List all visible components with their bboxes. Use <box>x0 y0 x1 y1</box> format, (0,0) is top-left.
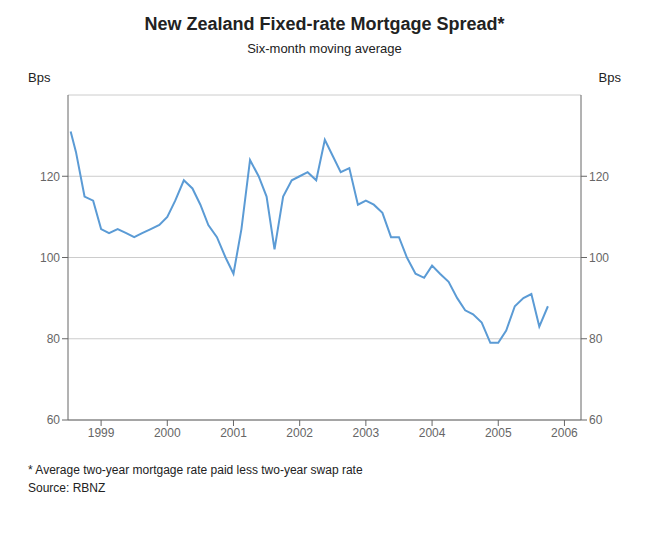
html-text:Bps: Bps <box>598 70 621 85</box>
html-text:Source: RBNZ: Source: RBNZ <box>28 481 106 495</box>
svg-text:2003: 2003 <box>353 426 380 440</box>
svg-text:120: 120 <box>40 170 60 184</box>
svg-text:2001: 2001 <box>220 426 247 440</box>
svg-text:2000: 2000 <box>154 426 181 440</box>
svg-text:2005: 2005 <box>485 426 512 440</box>
svg-text:60: 60 <box>47 413 61 427</box>
html-text:Six-month moving average: Six-month moving average <box>247 41 402 56</box>
svg-text:80: 80 <box>589 332 603 346</box>
svg-text:100: 100 <box>40 251 60 265</box>
svg-text:2004: 2004 <box>419 426 446 440</box>
svg-text:2006: 2006 <box>551 426 578 440</box>
svg-text:100: 100 <box>589 251 609 265</box>
svg-text:60: 60 <box>589 413 603 427</box>
svg-text:80: 80 <box>47 332 61 346</box>
svg-text:2002: 2002 <box>286 426 313 440</box>
svg-text:120: 120 <box>589 170 609 184</box>
html-text:* Average two-year mortgage ra: * Average two-year mortgage rate paid le… <box>28 463 363 477</box>
html-text:Bps: Bps <box>28 70 51 85</box>
html-text:New Zealand Fixed-rate Mortgag: New Zealand Fixed-rate Mortgage Spread* <box>144 14 505 34</box>
svg-text:1999: 1999 <box>88 426 115 440</box>
